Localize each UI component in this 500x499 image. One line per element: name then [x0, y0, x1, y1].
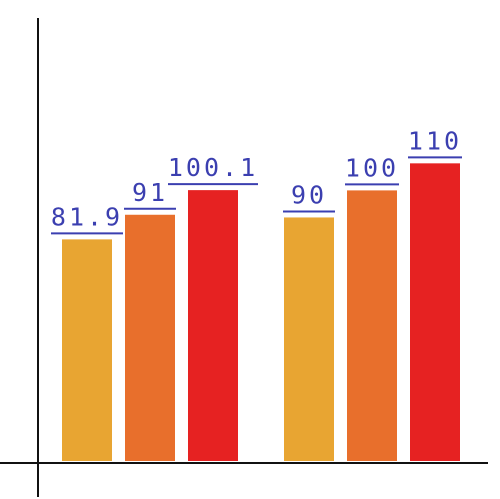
bar-value-label: 90 [291, 180, 327, 209]
bar-value-label: 81.9 [51, 202, 123, 231]
bar-g2-1 [284, 217, 334, 461]
bar-value-label: 100 [345, 153, 399, 182]
bar-value-label: 100.1 [168, 153, 258, 182]
bar-g2-2 [347, 190, 397, 461]
bar-g1-1 [62, 239, 112, 461]
bar-value-label: 110 [408, 126, 462, 155]
bar-g2-3 [410, 163, 460, 461]
bar-value-label: 91 [132, 178, 168, 207]
bar-g1-2 [125, 214, 175, 461]
bar-g1-3 [188, 190, 238, 461]
